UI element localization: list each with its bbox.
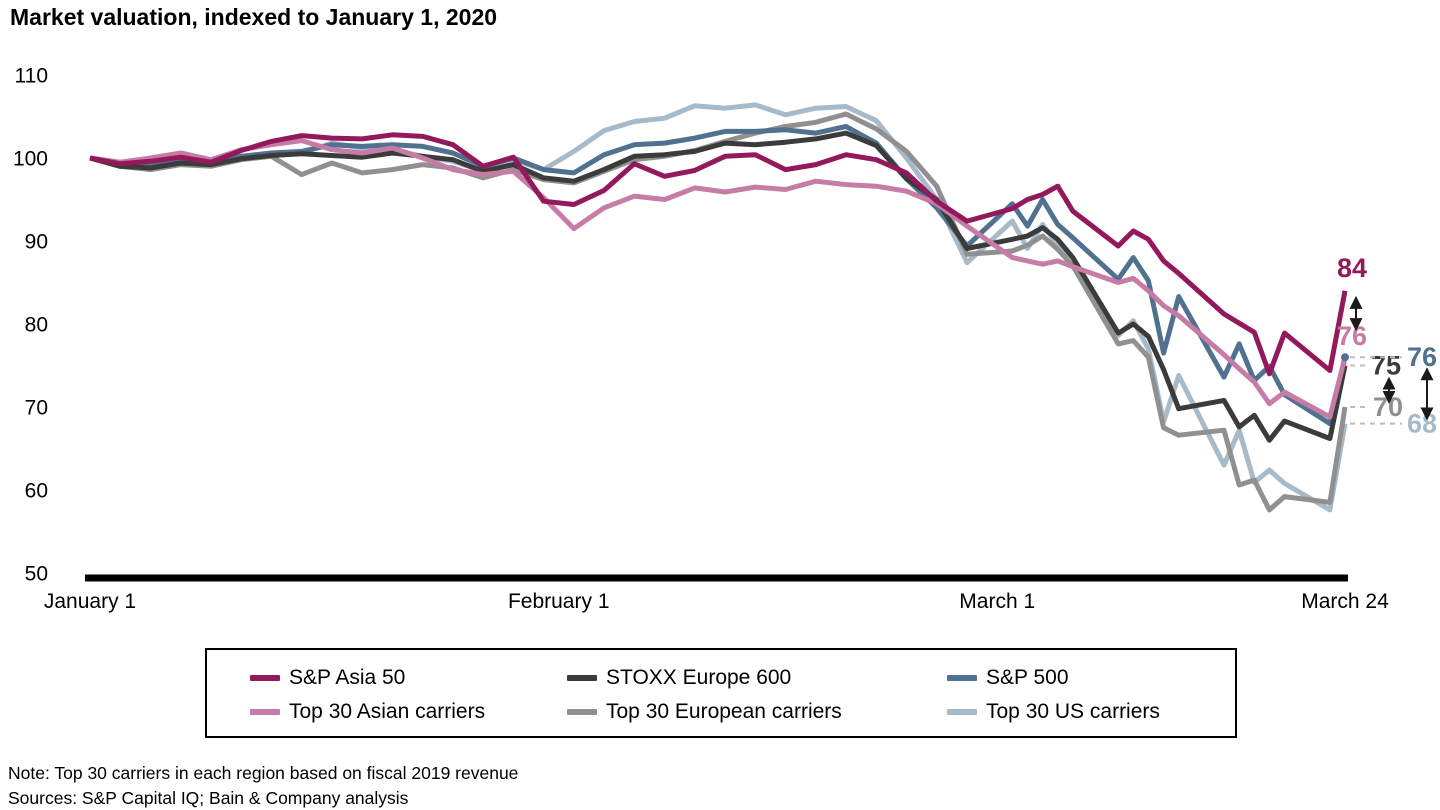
y-axis-tick-70: 70 — [25, 397, 48, 420]
legend-item-top-30-european-carriers: Top 30 European carriers — [567, 699, 842, 725]
end-label-sp-500: 76 — [1407, 342, 1437, 372]
series-line-stoxx-europe-600 — [89, 130, 1348, 443]
x-axis-tick-february-1: February 1 — [508, 590, 610, 613]
legend-swatch-sp-500-icon — [947, 675, 977, 681]
y-axis-tick-60: 60 — [25, 480, 48, 503]
legend-swatch-top-30-asian-carriers-icon — [250, 709, 280, 715]
legend-swatch-sp-asia-50-icon — [250, 675, 280, 681]
end-label-sp-asia-50: 84 — [1337, 253, 1367, 283]
chart-title: Market valuation, indexed to January 1, … — [10, 4, 498, 30]
series-line-top-30-european-carriers — [89, 111, 1348, 513]
legend-swatch-stoxx-europe-600-icon — [567, 675, 597, 681]
end-label-top-30-us-carriers: 68 — [1407, 409, 1437, 439]
x-axis-tick-january-1: January 1 — [44, 590, 136, 613]
legend-item-top-30-us-carriers: Top 30 US carriers — [947, 699, 1160, 725]
legend-item-top-30-asian-carriers: Top 30 Asian carriers — [250, 699, 485, 725]
legend-label: S&P Asia 50 — [289, 666, 406, 689]
y-axis-tick-110: 110 — [15, 65, 48, 88]
x-axis-tick-march-1: March 1 — [959, 590, 1035, 613]
footnote: Note: Top 30 carriers in each region bas… — [8, 761, 518, 810]
legend-item-sp-asia-50: S&P Asia 50 — [250, 665, 405, 691]
legend-item-stoxx-europe-600: STOXX Europe 600 — [567, 665, 791, 691]
series-line-top-30-asian-carriers — [89, 138, 1348, 420]
end-label-top-30-asian-carriers: 76 — [1337, 321, 1367, 351]
chart-legend: S&P Asia 50 Top 30 Asian carriers STOXX … — [205, 648, 1237, 738]
series-line-top-30-us-carriers — [89, 102, 1348, 513]
legend-label: Top 30 European carriers — [606, 700, 842, 723]
note-line: Note: Top 30 carriers in each region bas… — [8, 763, 519, 783]
chart-canvas: 110 100 90 80 70 60 50 January 1 February 1 March… — [13, 65, 1437, 614]
y-axis-tick-100: 100 — [13, 148, 48, 171]
end-label-stoxx-europe-600: 75 — [1371, 351, 1401, 381]
legend-label: Top 30 Asian carriers — [289, 700, 486, 723]
sources-line: Sources: S&P Capital IQ; Bain & Company … — [8, 787, 409, 808]
legend-label: Top 30 US carriers — [986, 700, 1160, 723]
series-endpoint-dot-sp-500 — [1341, 353, 1349, 362]
legend-label: S&P 500 — [986, 666, 1069, 689]
legend-item-sp-500: S&P 500 — [947, 665, 1069, 691]
legend-swatch-top-30-us-carriers-icon — [947, 709, 977, 715]
legend-swatch-top-30-european-carriers-icon — [567, 709, 597, 715]
x-axis-tick-march-24: March 24 — [1301, 590, 1389, 613]
y-axis-tick-50: 50 — [25, 563, 48, 586]
y-axis-tick-80: 80 — [25, 314, 48, 337]
legend-label: STOXX Europe 600 — [606, 666, 792, 689]
y-axis-tick-90: 90 — [25, 231, 48, 254]
series-line-sp-asia-50 — [89, 132, 1348, 377]
